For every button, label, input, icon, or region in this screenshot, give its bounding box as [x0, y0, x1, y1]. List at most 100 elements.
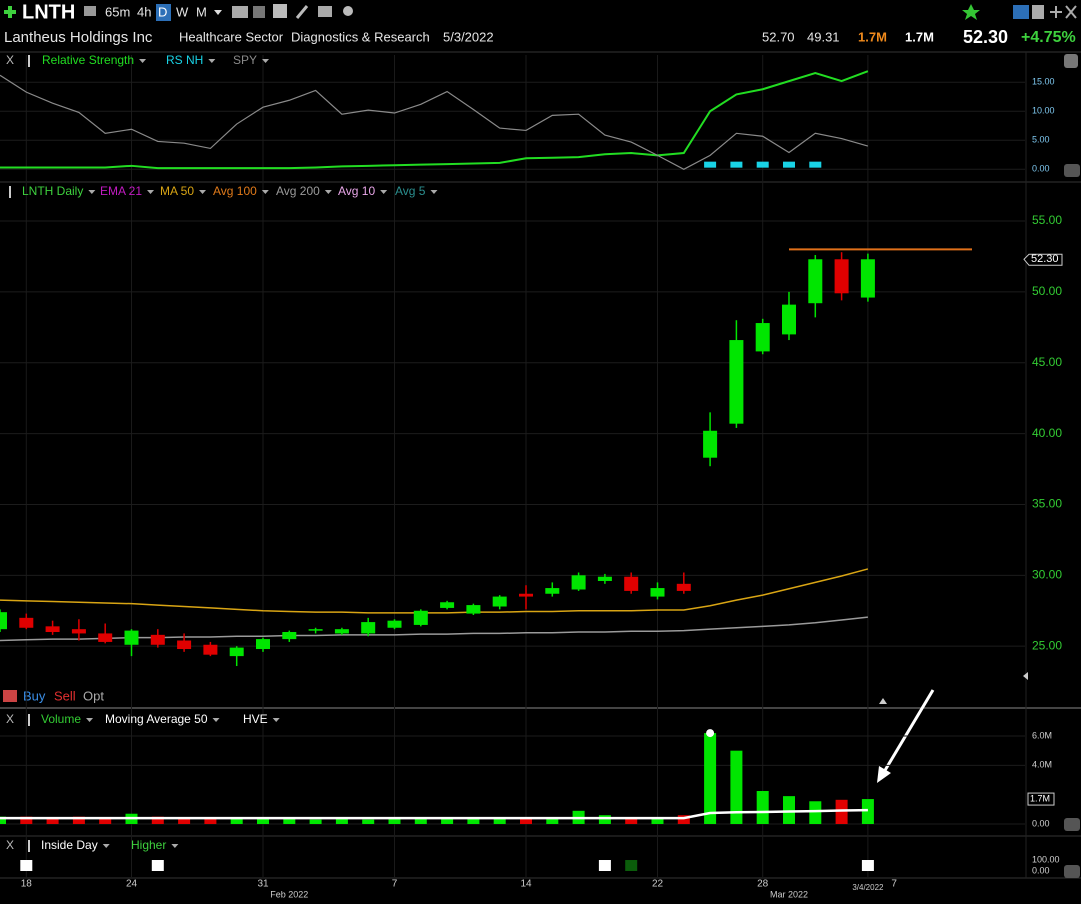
volume-bar [625, 818, 638, 825]
dropdown[interactable] [214, 10, 222, 15]
tool-icon[interactable] [318, 6, 332, 17]
legend-item[interactable]: MA 50 [160, 184, 194, 198]
candle-body [597, 576, 612, 581]
candle-body [860, 259, 875, 298]
candle-body [413, 610, 428, 625]
candle-body [834, 259, 849, 294]
month-label: Feb 2022 [270, 889, 308, 899]
rs-nh-marker [809, 161, 822, 168]
candle-body [650, 588, 665, 597]
close-button[interactable]: X [6, 712, 14, 726]
rs-nh-marker [730, 161, 743, 168]
legend-item[interactable]: Avg 100 [213, 184, 257, 198]
x-tick-label: 22 [652, 879, 664, 890]
volume-bar [493, 818, 506, 825]
opt[interactable]: Opt [83, 688, 104, 703]
interval[interactable]: D [158, 4, 167, 19]
industry: Diagnostics & Research [291, 29, 430, 44]
interval[interactable]: M [196, 4, 207, 19]
y-tick-label: 4.0M [1032, 760, 1052, 770]
close-button[interactable]: X [6, 53, 14, 67]
tool-icon[interactable] [343, 6, 353, 16]
sell[interactable]: Sell [54, 688, 76, 703]
month-label: Mar 2022 [770, 889, 808, 899]
dropdown[interactable] [380, 190, 388, 194]
dropdown[interactable] [199, 190, 207, 194]
scroll-button[interactable] [1064, 164, 1080, 177]
candle-body [387, 620, 402, 628]
candle-body [203, 644, 218, 655]
y-tick-label: 100.00 [1032, 854, 1060, 864]
legend-item[interactable]: RS NH [166, 53, 203, 67]
signal-marker [151, 860, 164, 872]
tool-icon[interactable] [253, 6, 265, 18]
dropdown[interactable] [88, 190, 96, 194]
candle-body [98, 633, 113, 642]
tool-icon[interactable] [232, 6, 248, 18]
legend-item[interactable]: Moving Average 50 [105, 712, 208, 726]
star-icon[interactable] [962, 4, 980, 20]
trade-icon[interactable] [3, 690, 17, 702]
settings-button[interactable] [1064, 54, 1078, 68]
volume-bar [230, 818, 243, 825]
candle-body [361, 622, 376, 634]
candle-body [755, 323, 770, 352]
dropdown[interactable] [262, 59, 270, 63]
s-icon[interactable] [1013, 5, 1029, 19]
x-tick-label: 3/4/2022 [852, 883, 884, 892]
x-tick-label: 31 [257, 879, 269, 890]
y-tick-label: 10.00 [1032, 106, 1055, 116]
scroll-button[interactable] [1064, 818, 1080, 831]
y-tick-label: 40.00 [1032, 426, 1062, 440]
legend-item[interactable]: Avg 200 [276, 184, 320, 198]
candle-body [0, 612, 7, 630]
legend-item[interactable]: Relative Strength [42, 53, 134, 67]
scroll-icon[interactable] [1023, 672, 1028, 680]
candle-body [177, 640, 192, 650]
volume-bar [756, 791, 769, 825]
symbol[interactable]: LNTH [22, 1, 75, 23]
scroll-button[interactable] [1064, 865, 1080, 878]
tool-icon[interactable] [273, 4, 287, 18]
legend-item[interactable]: Higher [131, 838, 166, 852]
candle-body [124, 630, 139, 645]
legend-item[interactable]: HVE [243, 712, 268, 726]
series-line [0, 568, 869, 614]
candle-body [624, 576, 639, 591]
add-icon[interactable] [4, 6, 16, 18]
dropdown[interactable] [147, 190, 155, 194]
candle-body [466, 605, 481, 614]
save-icon[interactable] [1032, 5, 1044, 19]
dropdown[interactable] [102, 844, 110, 848]
dropdown[interactable] [261, 190, 269, 194]
sound-icon[interactable] [84, 6, 96, 16]
legend-item[interactable]: Avg 5 [395, 184, 426, 198]
dropdown[interactable] [272, 718, 280, 722]
dropdown[interactable] [430, 190, 438, 194]
series-line [0, 616, 868, 642]
legend-item[interactable]: Volume [41, 712, 81, 726]
candle-body [782, 304, 796, 335]
buy[interactable]: Buy [23, 688, 46, 703]
dropdown[interactable] [139, 59, 147, 63]
dropdown[interactable] [208, 59, 216, 63]
dropdown[interactable] [171, 844, 179, 848]
legend-item[interactable]: Avg 10 [338, 184, 375, 198]
interval[interactable]: W [176, 4, 189, 19]
window-icons[interactable] [1050, 5, 1077, 19]
interval[interactable]: 4h [137, 4, 151, 19]
legend-item[interactable]: Inside Day [41, 838, 98, 852]
y-tick-label: 5.00 [1032, 135, 1050, 145]
legend-item[interactable]: EMA 21 [100, 184, 142, 198]
draw-icon[interactable] [295, 5, 309, 19]
dropdown[interactable] [324, 190, 332, 194]
dropdown[interactable] [86, 718, 94, 722]
legend-item[interactable]: SPY [233, 53, 257, 67]
close-button[interactable]: X [6, 838, 14, 852]
dropdown[interactable] [212, 718, 220, 722]
y-tick-label: 0.00 [1032, 818, 1050, 828]
interval[interactable]: 65m [105, 4, 130, 19]
collapse-icon[interactable] [879, 698, 887, 704]
sector: Healthcare Sector [179, 29, 284, 44]
volume-bar [46, 818, 59, 825]
